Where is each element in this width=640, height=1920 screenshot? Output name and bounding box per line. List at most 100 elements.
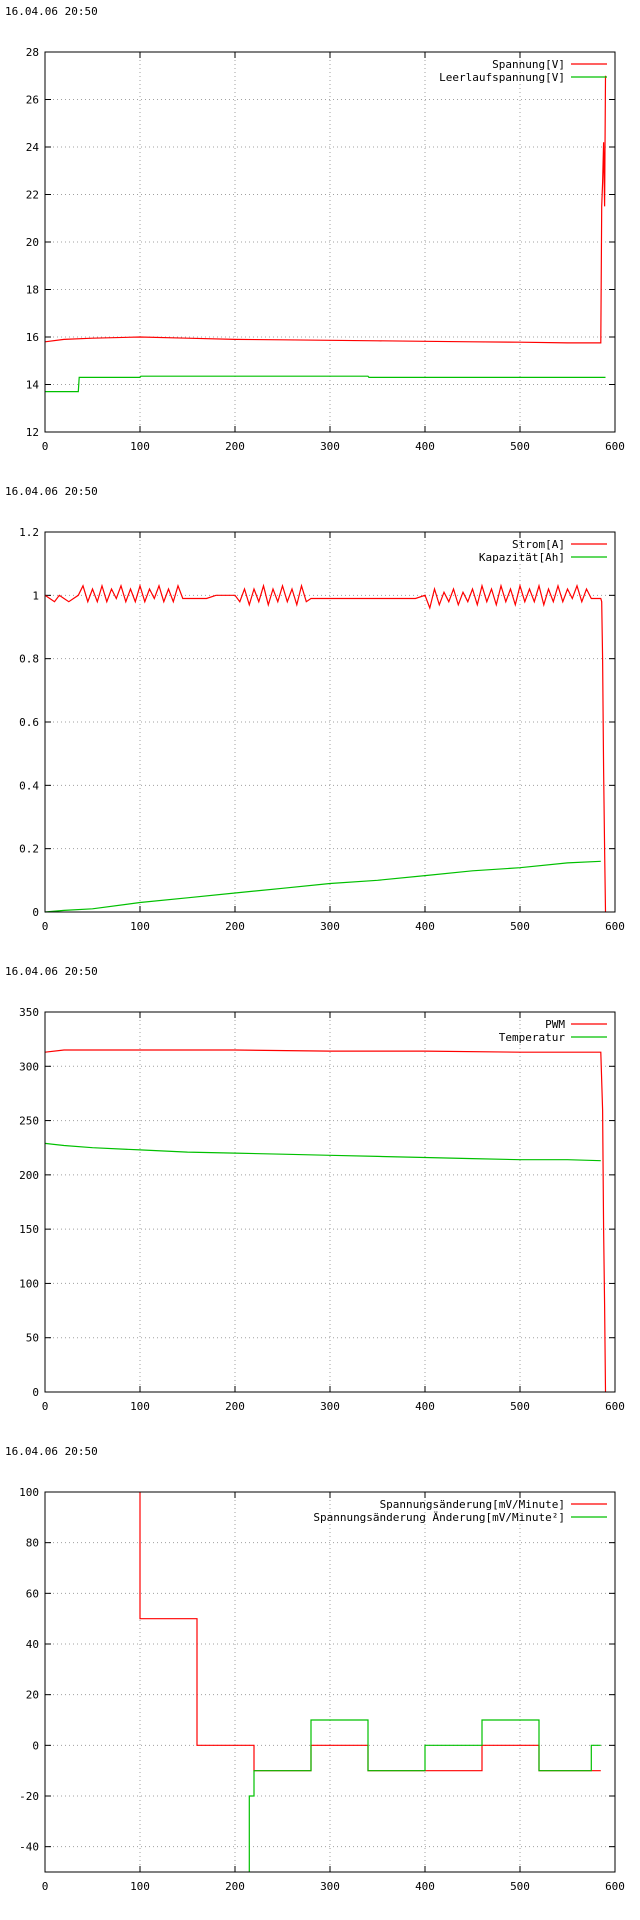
chart-timestamp: 16.04.06 20:50 xyxy=(5,965,98,978)
x-tick-label: 300 xyxy=(320,440,340,453)
y-tick-label: 1.2 xyxy=(19,526,39,539)
x-tick-label: 300 xyxy=(320,1400,340,1413)
plot-frame xyxy=(44,1491,616,1873)
x-tick-label: 100 xyxy=(130,1880,150,1893)
x-tick-label: 600 xyxy=(605,920,625,933)
y-tick-label: 12 xyxy=(26,426,39,439)
series-line-1 xyxy=(44,1049,607,1393)
x-tick-label: 200 xyxy=(225,440,245,453)
x-tick-label: 0 xyxy=(42,920,49,933)
legend: Spannungsänderung[mV/Minute]Spannungsänd… xyxy=(313,1498,607,1524)
chart-timestamp: 16.04.06 20:50 xyxy=(5,485,98,498)
y-tick-label: -20 xyxy=(19,1790,39,1803)
x-tick-label: 0 xyxy=(42,440,49,453)
chart-2: 16.04.06 20:50 0 100 200 300 400 500 600 0 0.2 0.4… xyxy=(5,485,625,933)
x-tick-label: 400 xyxy=(415,440,435,453)
y-tick-label: 50 xyxy=(26,1332,39,1345)
chart-1: 16.04.06 20:50 0 100 200 300 400 500 600 12 14 16 1… xyxy=(5,5,625,453)
y-tick-label: 20 xyxy=(26,1689,39,1702)
y-tick-label: 16 xyxy=(26,331,39,344)
series-group xyxy=(44,75,607,393)
y-tick-label: 0.8 xyxy=(19,653,39,666)
grid xyxy=(45,532,615,912)
x-tick-label: 600 xyxy=(605,1880,625,1893)
series-group xyxy=(44,1049,607,1393)
series-line-2 xyxy=(45,375,606,393)
plot-frame xyxy=(44,531,616,913)
grid xyxy=(45,1012,615,1392)
y-tick-label: 200 xyxy=(19,1169,39,1182)
x-tick-label: 600 xyxy=(605,1400,625,1413)
legend-label: Kapazität[Ah] xyxy=(479,551,565,564)
x-tick-label: 400 xyxy=(415,1880,435,1893)
x-tick-label: 400 xyxy=(415,920,435,933)
x-tick-label: 400 xyxy=(415,1400,435,1413)
chart-timestamp: 16.04.06 20:50 xyxy=(5,5,98,18)
legend-label: Spannung[V] xyxy=(492,58,565,71)
legend-label: Leerlaufspannung[V] xyxy=(439,71,565,84)
y-tick-label: -40 xyxy=(19,1841,39,1854)
series-line-1 xyxy=(139,1492,601,1772)
y-tick-label: 0.2 xyxy=(19,843,39,856)
x-tick-label: 0 xyxy=(42,1400,49,1413)
x-tick-label: 300 xyxy=(320,1880,340,1893)
y-tick-label: 28 xyxy=(26,46,39,59)
series-group xyxy=(44,583,607,913)
series-line-1 xyxy=(44,75,607,344)
y-tick-label: 0.4 xyxy=(19,779,39,792)
plot-frame xyxy=(44,51,616,433)
x-tick-label: 500 xyxy=(510,920,530,933)
legend-label: Spannungsänderung[mV/Minute] xyxy=(380,1498,565,1511)
series-group xyxy=(139,1492,601,1872)
x-tick-label: 300 xyxy=(320,920,340,933)
y-tick-label: 14 xyxy=(26,379,40,392)
y-tick-label: 20 xyxy=(26,236,39,249)
legend: Spannung[V]Leerlaufspannung[V] xyxy=(439,58,607,84)
x-tick-label: 200 xyxy=(225,1400,245,1413)
y-tick-label: 60 xyxy=(26,1587,39,1600)
x-tick-label: 100 xyxy=(130,440,150,453)
x-tick-label: 500 xyxy=(510,440,530,453)
legend-label: Temperatur xyxy=(499,1031,566,1044)
grid xyxy=(45,1492,615,1872)
x-tick-label: 600 xyxy=(605,440,625,453)
legend-label: Strom[A] xyxy=(512,538,565,551)
x-tick-label: 100 xyxy=(130,1400,150,1413)
x-tick-label: 200 xyxy=(225,1880,245,1893)
series-line-2 xyxy=(44,1142,601,1162)
y-tick-label: 24 xyxy=(26,141,40,154)
y-tick-label: 250 xyxy=(19,1115,39,1128)
axis-ticks: 0 100 200 300 400 500 600 0 50 100 150 200 250 300 350 xyxy=(19,1006,625,1413)
axis-ticks: 0 100 200 300 400 500 600 0 0.2 0.4 0.6 0.8 1 1.2 xyxy=(19,526,625,933)
x-tick-label: 200 xyxy=(225,920,245,933)
chart-timestamp: 16.04.06 20:50 xyxy=(5,1445,98,1458)
y-tick-label: 0 xyxy=(32,1739,39,1752)
legend-label: Spannungsänderung Änderung[mV/Minute²] xyxy=(313,1511,565,1524)
plot-frame xyxy=(44,1011,616,1393)
y-tick-label: 0 xyxy=(32,906,39,919)
x-tick-label: 100 xyxy=(130,920,150,933)
y-tick-label: 80 xyxy=(26,1537,39,1550)
x-tick-label: 500 xyxy=(510,1880,530,1893)
chart-4: 16.04.06 20:500 100 200 300 400 500 600-40-200… xyxy=(5,1445,625,1893)
y-tick-label: 26 xyxy=(26,94,39,107)
x-tick-label: 0 xyxy=(42,1880,49,1893)
y-tick-label: 40 xyxy=(26,1638,39,1651)
y-tick-label: 0.6 xyxy=(19,716,39,729)
grid xyxy=(45,52,615,432)
y-tick-label: 150 xyxy=(19,1223,39,1236)
y-tick-label: 22 xyxy=(26,189,39,202)
series-line-2 xyxy=(44,860,601,913)
legend-label: PWM xyxy=(545,1018,565,1031)
y-tick-label: 18 xyxy=(26,284,39,297)
legend: Strom[A]Kapazität[Ah] xyxy=(479,538,607,564)
y-tick-label: 350 xyxy=(19,1006,39,1019)
axis-ticks: 0 100 200 300 400 500 600 -40 -20 0 20 40 60 80 100 xyxy=(19,1486,625,1893)
y-tick-label: 100 xyxy=(19,1277,39,1290)
x-tick-label: 500 xyxy=(510,1400,530,1413)
y-tick-label: 100 xyxy=(19,1486,39,1499)
series-line-1 xyxy=(44,583,607,913)
axis-ticks: 0 100 200 300 400 500 600 12 14 16 18 20 22 24 26 28 xyxy=(26,46,625,453)
